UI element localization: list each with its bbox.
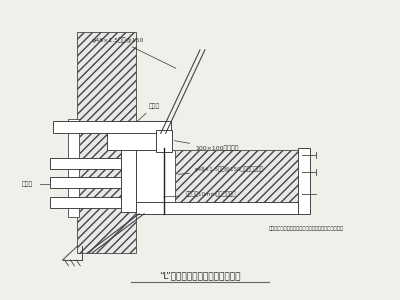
Bar: [50, 197, 122, 208]
Text: 100×100木立桧子: 100×100木立桧子: [174, 141, 238, 151]
Text: 小模板: 小模板: [21, 182, 33, 187]
Text: φ48×1.5錢管@150序点子写固拉式: φ48×1.5錢管@150序点子写固拉式: [178, 167, 264, 174]
Bar: [107, 133, 156, 150]
Text: “L”型墙转角处构造柱支模示意图: “L”型墙转角处构造柱支模示意图: [159, 271, 241, 280]
Bar: [298, 148, 310, 214]
Text: 注：所有模板与墙体接触处均涂刷隔离剂后方可拆模。: 注：所有模板与墙体接触处均涂刷隔离剂后方可拆模。: [269, 226, 344, 231]
Text: 胶合板模10mm胶多层板固定: 胶合板模10mm胶多层板固定: [164, 191, 236, 197]
Bar: [53, 121, 170, 133]
Bar: [136, 202, 303, 214]
Bar: [122, 148, 136, 212]
Bar: [68, 118, 79, 217]
Bar: [50, 178, 122, 188]
Bar: [77, 32, 136, 253]
Bar: [156, 130, 172, 152]
Bar: [50, 158, 122, 169]
Bar: [136, 150, 303, 204]
Text: 小模樹: 小模樹: [133, 103, 160, 124]
Text: φ48×1.5錢管@150: φ48×1.5錢管@150: [92, 37, 176, 68]
Bar: [136, 150, 176, 209]
